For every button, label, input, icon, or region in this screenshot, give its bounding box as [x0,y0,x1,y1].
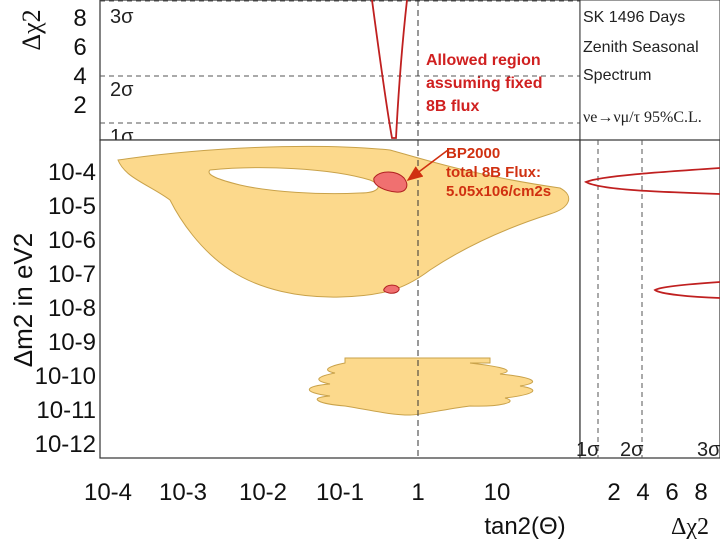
right-xtick: 6 [665,479,678,506]
right-xticks: 2 4 6 8 [607,479,707,506]
top-ytick: 6 [73,34,86,61]
main-xtick: 10-1 [316,479,364,506]
bp2000-line3: 5.05x106/cm2s [446,183,551,200]
allowed-annotation-line2: assuming fixed [426,75,542,92]
bp2000-annotation: BP2000 total 8B Flux: 5.05x106/cm2s [446,145,551,200]
top-sigma-labels: 3σ 2σ 1σ [110,6,134,148]
right-xlabel: Δχ2 [671,514,709,540]
top-ylabel: Δχ2 [17,9,46,50]
analysis-label-line2: Spectrum [583,67,651,84]
main-xtick: 10-4 [84,479,132,506]
bp2000-arrow [406,149,449,181]
allowed-annotation-line3: 8B flux [426,98,479,115]
legend-box: SK 1496 Days Zenith Seasonal Spectrum νe… [579,0,720,141]
excluded-region-lower [308,357,534,416]
main-ytick: 10-9 [48,329,96,356]
main-ytick: 10-4 [48,159,96,186]
bp2000-line2: total 8B Flux: [446,164,541,181]
main-xtick: 10-2 [239,479,287,506]
chi2-curve-right-lower [653,281,720,299]
chi2-curve-top [371,0,408,139]
main-ytick: 10-10 [35,363,96,390]
analysis-label-line1: Zenith Seasonal [583,39,699,56]
main-ytick: 10-6 [48,227,96,254]
right-panel-frame [579,139,720,459]
main-ytick: 10-7 [48,261,96,288]
top-yticks: 8 6 4 2 [73,5,86,119]
right-sigma-label-1: 1σ [576,439,600,461]
top-ytick: 4 [73,63,86,90]
excluded-region-upper [117,145,570,298]
oscillation-label: νe→νμ/τ 95%C.L. [583,109,702,126]
top-panel-frame [99,0,581,141]
top-ytick: 8 [73,5,86,32]
legend-frame [579,0,720,141]
right-chi2-panel: 1σ 2σ 3σ 2 4 6 8 Δχ2 [576,139,720,540]
main-ytick: 10-8 [48,295,96,322]
main-xtick: 10 [484,479,511,506]
allowed-annotation-line1: Allowed region [426,52,541,69]
right-xtick: 2 [607,479,620,506]
main-xlabel: tan2(Θ) [484,513,565,540]
right-sigma-label-3: 3σ [697,439,720,461]
main-contour-panel: BP2000 total 8B Flux: 5.05x106/cm2s 10-4… [8,139,581,540]
top-chi2-panel: Δχ2 8 6 4 2 3σ 2σ 1σ Allowed region assu… [17,0,581,148]
top-ytick: 2 [73,92,86,119]
right-sigma-label-2: 2σ [620,439,644,461]
right-xtick: 4 [636,479,649,506]
bp2000-line1: BP2000 [446,145,500,162]
sigma-label-2: 2σ [110,79,134,101]
main-xtick: 10-3 [159,479,207,506]
main-ytick: 10-5 [48,193,96,220]
sigma-label-3: 3σ [110,6,134,28]
main-ytick: 10-12 [35,431,96,458]
main-xticks: 10-4 10-3 10-2 10-1 1 10 [84,479,510,506]
right-xtick: 8 [694,479,707,506]
experiment-label: SK 1496 Days [583,9,685,26]
main-yticks: 10-4 10-5 10-6 10-7 10-8 10-9 10-10 10-1… [35,159,96,458]
right-sigma-labels: 1σ 2σ 3σ [576,439,720,461]
allowed-region-annotation: Allowed region assuming fixed 8B flux [426,52,542,115]
main-ytick: 10-11 [36,397,96,424]
allowed-region-lma [373,171,408,193]
main-ylabel: Δm2 in eV2 [8,233,38,367]
allowed-region-low [383,284,400,294]
main-xtick: 1 [411,479,424,506]
chi2-curve-right-upper [583,167,720,195]
